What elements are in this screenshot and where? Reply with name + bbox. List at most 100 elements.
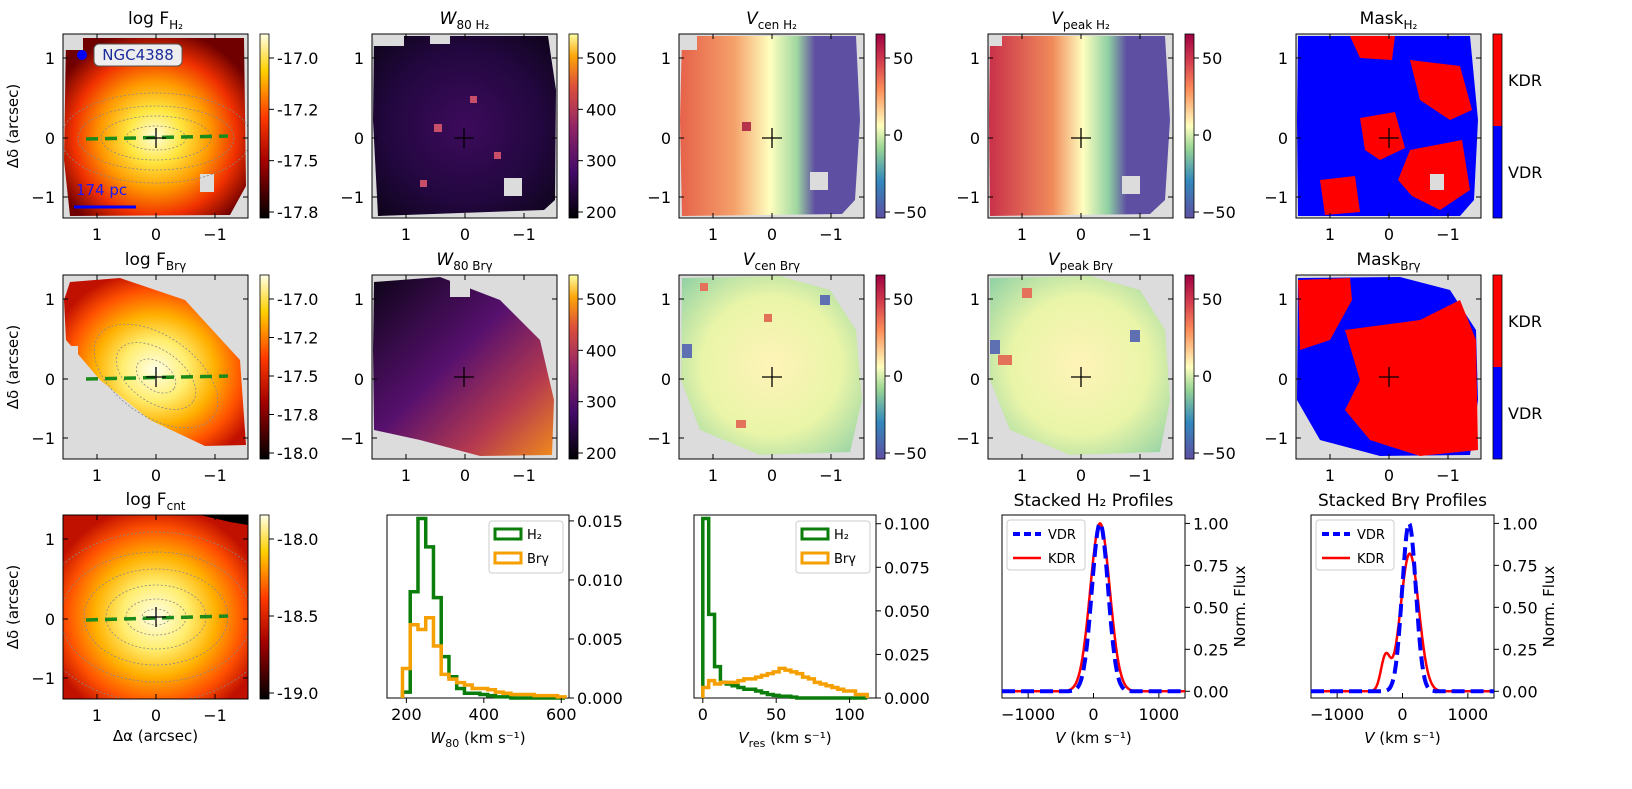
hist-bin [418,630,426,698]
x-axis-label: Δα (arcsec) [113,727,198,745]
legend: H₂ Brγ [488,520,564,574]
x-tick-label: 0 [767,225,777,244]
galaxy-label-box [93,43,183,67]
y-tick-label: 0 [45,129,55,148]
colorbar-tick-label: −50 [1202,444,1236,463]
nucleus-marker [1071,367,1091,387]
colorbar-tick-label: −50 [1202,203,1236,222]
y-tick-label: −1 [647,429,671,448]
y-tick-label: 0 [354,370,364,389]
panel-mask-brg [1296,275,1481,459]
colorbar-tick-label: −50 [893,444,927,463]
panel-title: Vcen H₂ [746,9,797,32]
nucleus-marker [146,128,166,148]
panel-w80Brg-axes: W80 Brγ 1 0 −1 1 0 −1 500 400 300 200 [340,250,616,485]
y-tick-label: 0.050 [884,602,930,621]
y-tick-label: −1 [1264,188,1288,207]
panel-maskBrg-axes: MaskBrγ 1 0 −1 1 0 −1 KDR VDR [1264,250,1542,485]
y-axis-label: Δδ (arcsec) [4,565,22,649]
legend-swatch [493,551,523,565]
y-axis-label: Norm. Flux [1231,566,1249,648]
y-tick-label: 1 [1278,290,1288,309]
kdr-regions [1298,278,1478,456]
beam-marker [77,50,87,60]
y-tick-label: 0 [1278,129,1288,148]
colorbar-tick-label: 400 [586,341,617,360]
legend-swatch [493,527,523,541]
colorbar-tick-label: -18.5 [277,607,318,626]
colorbar [1492,33,1503,219]
y-axis-label: Δδ (arcsec) [4,325,22,409]
x-tick-label: 0 [151,466,161,485]
legend-box [795,520,871,574]
hist-outline [701,666,869,698]
colorbar-tick-label: -17.5 [277,152,318,171]
colorbar-tick-label: -17.8 [277,203,318,222]
colorbar-tick-label: 50 [1202,49,1222,68]
x-tick-label: 0 [767,466,777,485]
x-tick-label: 1 [1325,466,1335,485]
x-tick-label: −1 [203,706,227,725]
x-tick-label: 0 [460,225,470,244]
nucleus-marker [1379,367,1399,387]
legend-label: H₂ [527,528,542,543]
x-tick-label: 0 [1384,466,1394,485]
y-tick-label: 0 [970,129,980,148]
x-tick-label: 200 [391,705,422,724]
y-tick-label: 1 [45,530,55,549]
nucleus-marker [146,607,166,627]
nucleus-marker [1379,128,1399,148]
y-tick-label: 1 [354,290,364,309]
y-tick-label: 1 [970,290,980,309]
y-tick-label: 0.000 [884,689,930,708]
y-tick-label: 1 [970,49,980,68]
flux-map [64,278,246,446]
colorbar [259,274,270,460]
x-tick-label: 0 [1076,225,1086,244]
panel-vpeakBrg-axes: Vpeak Brγ 1 0 −1 1 0 −1 50 0 −50 [956,250,1235,485]
panel-fluxCnt-axes: log Fcnt 1 0 −1 1 0 −1 Δδ (arcsec) Δα (arcsec) -1… [4,490,318,745]
chart-marks: log FH₂ 1 0 −1 1 0 −1 Δδ (arcsec) -17.0 -17.2 -17.… [4,9,1558,750]
x-tick-label: 0 [1397,705,1407,724]
y-tick-label: 0.015 [577,512,623,531]
legend-swatch [800,527,830,541]
panel-title: log Fcnt [125,490,185,513]
y-tick-label: 0.00 [1193,682,1229,701]
x-tick-label: 1 [708,225,718,244]
x-tick-label: −1 [512,466,536,485]
colorbar [259,514,270,700]
y-axis-label: Δδ (arcsec) [4,84,22,168]
panel-vcenH2-axes: Vcen H₂ 1 0 −1 1 0 −1 50 0 −50 [647,9,926,244]
nucleus-marker [762,128,782,148]
x-tick-label: −1 [1128,466,1152,485]
panel-w80-h2 [372,34,557,218]
colorbar-tick-label: 50 [893,290,913,309]
y-tick-label: −1 [1264,429,1288,448]
y-tick-label: 1.00 [1193,514,1229,533]
panel-title: MaskH₂ [1360,9,1418,32]
panel-maskH2-axes: MaskH₂ 1 0 −1 1 0 −1 KDR VDR [1264,9,1542,244]
x-tick-label: 0 [151,706,161,725]
y-tick-label: 0.075 [884,558,930,577]
colorbar [568,274,579,460]
nucleus-marker [1071,128,1091,148]
colorbar-tick-label: 0 [1202,126,1212,145]
hist-outline [400,516,566,700]
colorbar [1184,274,1195,460]
y-tick-label: 0 [661,370,671,389]
series-Brγ [400,615,567,699]
panel-profBrg: Stacked Brγ Profiles −1000 0 1000 0.00 0.25 0.… [1310,491,1558,747]
y-tick-label: 0 [970,370,980,389]
y-tick-label: 1 [354,49,364,68]
panel-vcen-brg [679,275,864,459]
y-tick-label: 1 [45,290,55,309]
colorbar-tick-label: 50 [1202,290,1222,309]
x-tick-label: 1 [92,225,102,244]
y-tick-label: 0.025 [884,645,930,664]
y-tick-label: 1 [661,290,671,309]
y-tick-label: −1 [31,188,55,207]
x-tick-label: −1 [1128,225,1152,244]
hist-bin [791,672,797,698]
panel-fluxBrg-axes: log FBrγ 1 0 −1 1 0 −1 Δδ (arcsec) -17.0 -17.2 -17… [4,250,318,485]
